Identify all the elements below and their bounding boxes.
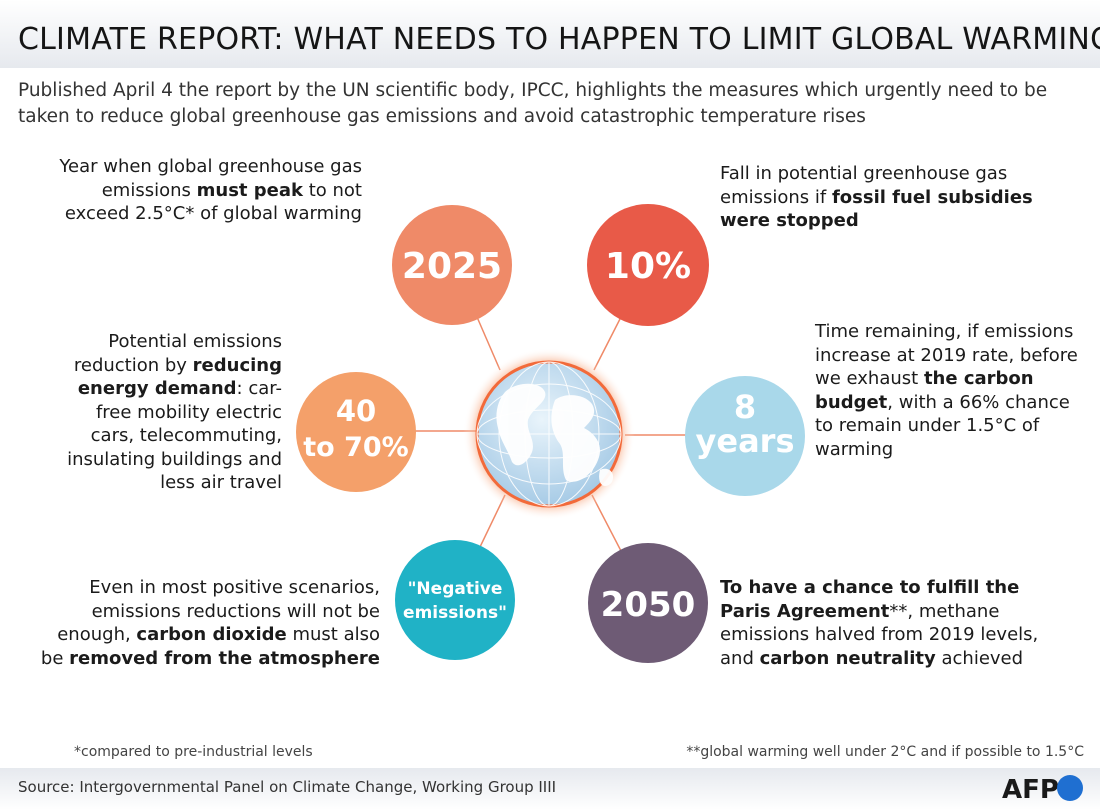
globe-icon (463, 348, 635, 520)
text-negative: Even in most positive scenarios, emissio… (40, 577, 380, 669)
afp-logo: AFP (1002, 775, 1083, 804)
page-subtitle: Published April 4 the report by the UN s… (18, 80, 1048, 127)
value-negative-line2: emissions" (403, 603, 507, 623)
footnote-right: **global warming well under 2°C and if p… (686, 744, 1084, 760)
text-demand: Potential emissions reduction by reducin… (67, 331, 282, 493)
page-title: CLIMATE REPORT: WHAT NEEDS TO HAPPEN TO … (18, 22, 1100, 57)
text-budget: Time remaining, if emissions increase at… (815, 321, 1078, 460)
value-demand-line1: 40 (336, 394, 376, 428)
source-text: Source: Intergovernmental Panel on Clima… (18, 778, 557, 796)
header-band (0, 0, 1100, 68)
footnote-left: *compared to pre-industrial levels (74, 744, 313, 760)
value-budget-line2: years (696, 422, 795, 460)
text-paris: To have a chance to fulfill the Paris Ag… (720, 577, 1039, 669)
value-budget-line1: 8 (734, 388, 756, 426)
value-paris: 2050 (601, 585, 696, 625)
footer-band (0, 768, 1100, 810)
circle-demand (296, 372, 416, 492)
value-negative-line1: "Negative (408, 579, 503, 599)
circle-peak (392, 205, 512, 325)
circle-subsidies (587, 204, 709, 326)
circle-negative (395, 540, 515, 660)
value-demand-line2: to 70% (303, 432, 408, 463)
text-peak: Year when global greenhouse gas emission… (59, 156, 362, 224)
circle-budget (685, 376, 805, 496)
logo-text: AFP (1002, 775, 1059, 804)
circle-paris (588, 543, 708, 663)
value-peak: 2025 (402, 246, 502, 287)
logo-dot-icon (1057, 775, 1083, 801)
text-subsidies: Fall in potential greenhouse gas emissio… (720, 163, 1033, 231)
value-subsidies: 10% (605, 246, 691, 287)
